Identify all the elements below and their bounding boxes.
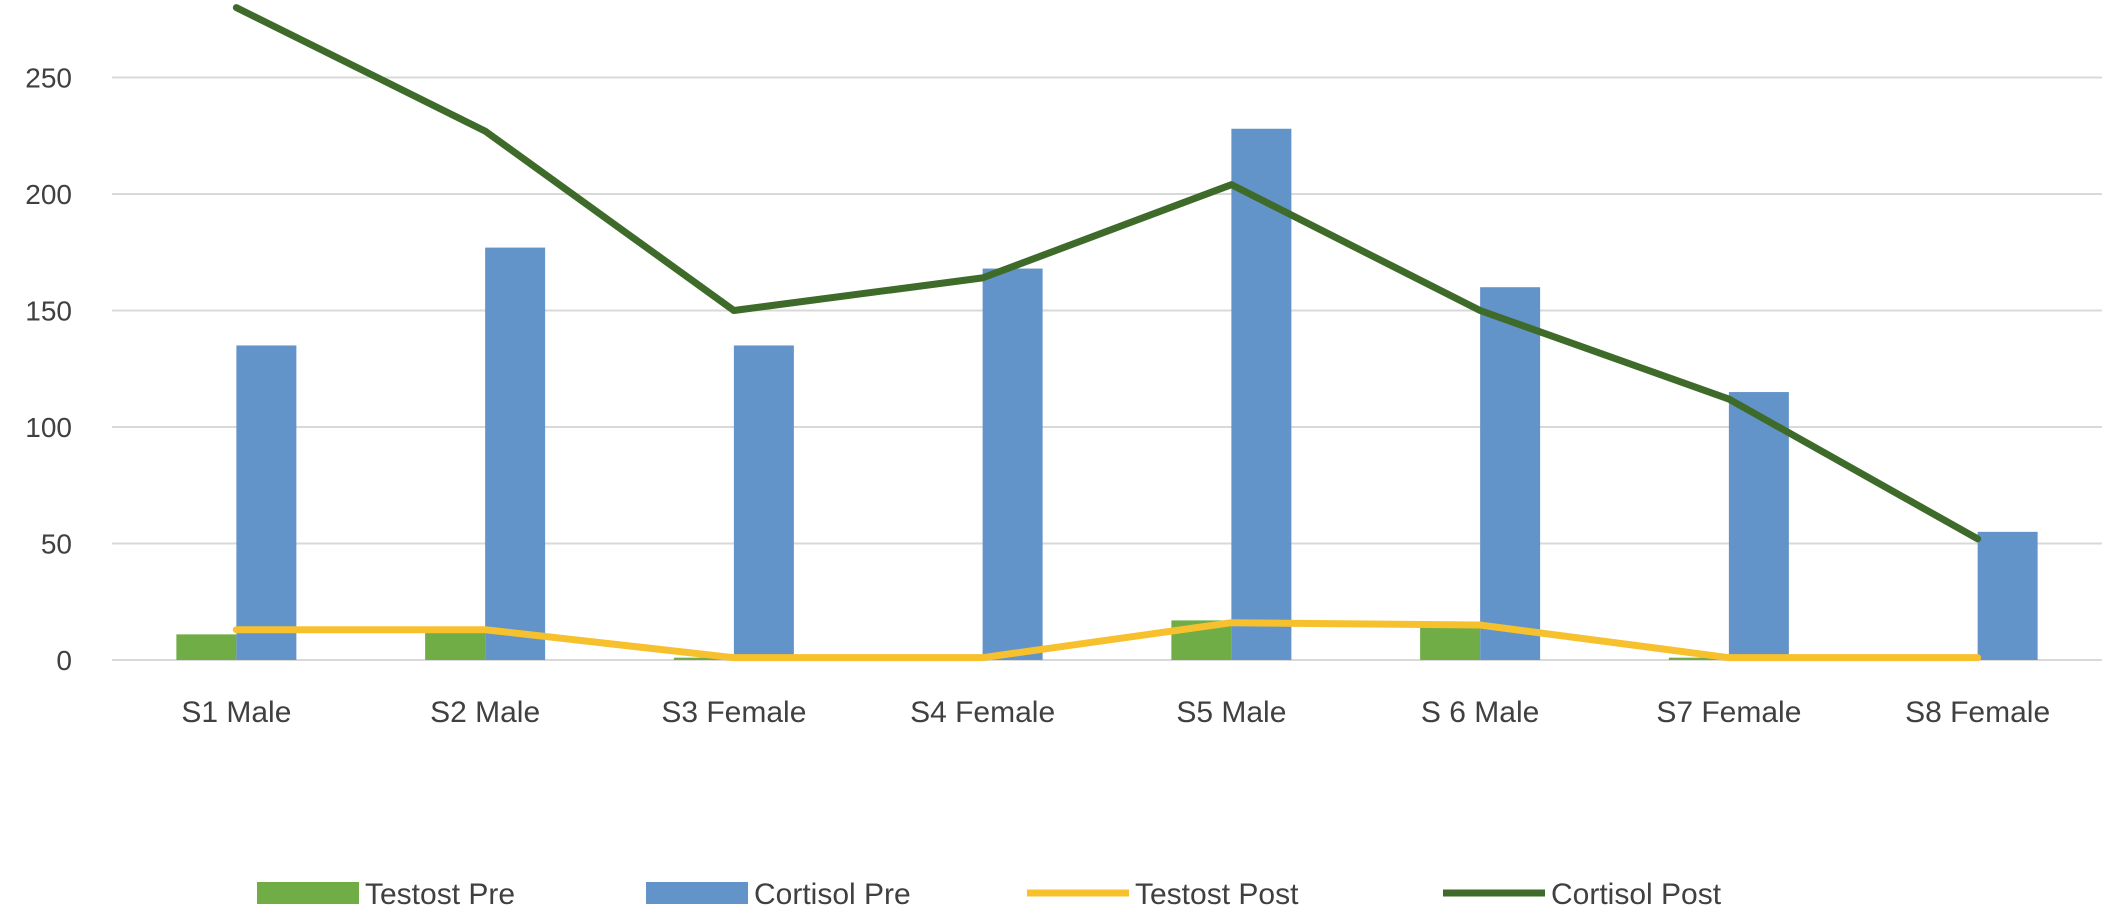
bars xyxy=(176,128,2038,660)
x-tick-label: S2 Male xyxy=(430,696,540,729)
bar-testost-pre xyxy=(1668,657,1729,660)
x-tick-label: S 6 Male xyxy=(1421,696,1539,729)
y-tick-label: 50 xyxy=(41,529,72,560)
legend-label: Testost Pre xyxy=(365,878,515,907)
y-axis-ticks: 0 50 100 150 200 250 xyxy=(25,63,72,677)
bar-cortisol-pre xyxy=(485,247,546,660)
bar-testost-pre xyxy=(425,629,486,660)
legend: Testost Pre Cortisol Pre Testost Post Corti… xyxy=(257,878,1722,907)
x-tick-label: S8 Female xyxy=(1905,696,2050,729)
bar-testost-pre xyxy=(673,657,734,660)
y-tick-label: 100 xyxy=(25,412,72,443)
line-cortisol-post xyxy=(232,4,1982,543)
gridlines xyxy=(112,76,2102,661)
bar-cortisol-pre xyxy=(982,268,1043,660)
bar-testost-pre xyxy=(1420,625,1481,660)
bar-cortisol-pre xyxy=(1231,128,1292,660)
legend-swatch xyxy=(646,882,748,904)
bar-cortisol-pre xyxy=(236,345,297,660)
legend-item: Testost Post xyxy=(1027,878,1299,907)
lines xyxy=(232,4,1982,662)
bar-cortisol-pre xyxy=(1728,392,1789,660)
legend-item: Testost Pre xyxy=(257,878,515,907)
bar-cortisol-pre xyxy=(1977,531,2038,660)
y-tick-label: 200 xyxy=(25,179,72,210)
legend-label: Cortisol Post xyxy=(1551,878,1722,907)
x-tick-label: S5 Male xyxy=(1176,696,1286,729)
x-axis-ticks: S1 Male S2 Male S3 Female S4 Female S5 Male S… xyxy=(181,696,2050,729)
bar-cortisol-pre xyxy=(733,345,794,660)
y-tick-label: 250 xyxy=(25,63,72,94)
bar-cortisol-pre xyxy=(1480,287,1541,660)
legend-label: Testost Post xyxy=(1135,878,1299,907)
x-tick-label: S1 Male xyxy=(181,696,291,729)
legend-swatch xyxy=(257,882,359,904)
bar-testost-pre xyxy=(176,634,237,660)
y-tick-label: 0 xyxy=(56,645,72,676)
x-tick-label: S3 Female xyxy=(661,696,806,729)
legend-label: Cortisol Pre xyxy=(754,878,911,907)
line-testost-post xyxy=(232,619,1982,662)
x-tick-label: S7 Female xyxy=(1656,696,1801,729)
legend-item: Cortisol Post xyxy=(1443,878,1722,907)
legend-item: Cortisol Pre xyxy=(646,878,911,907)
y-tick-label: 150 xyxy=(25,296,72,327)
x-tick-label: S4 Female xyxy=(910,696,1055,729)
